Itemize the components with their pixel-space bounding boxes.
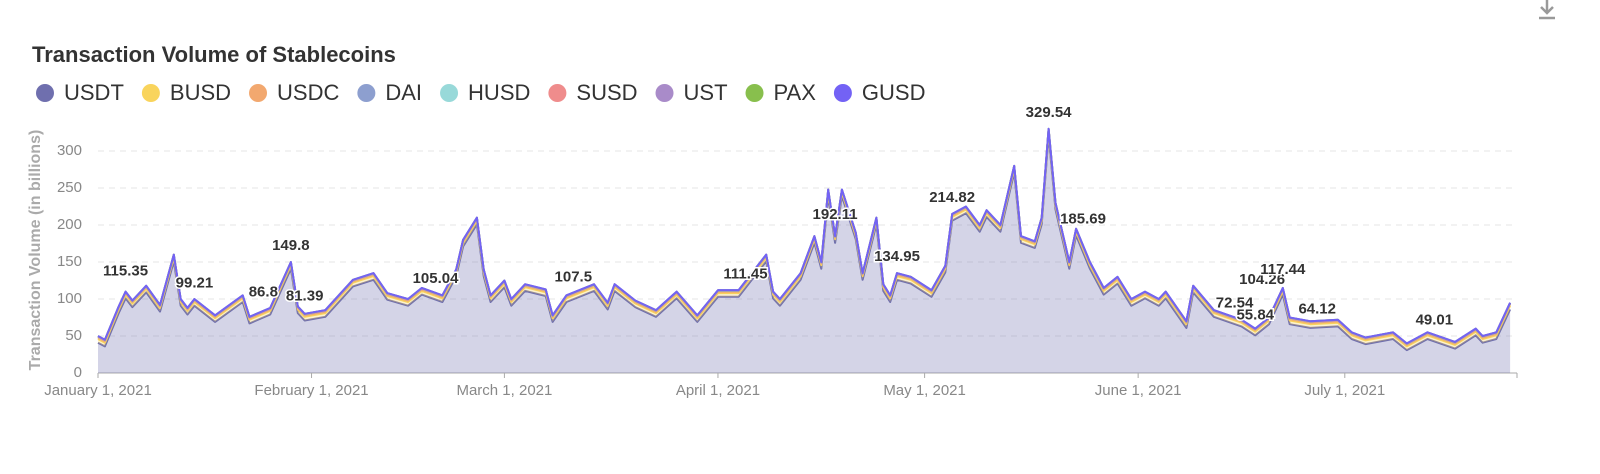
data-label: 111.45 — [723, 265, 767, 282]
y-tick-label: 200 — [57, 216, 82, 233]
area — [98, 135, 1511, 373]
legend-marker — [357, 84, 376, 102]
legend-marker — [249, 84, 268, 102]
legend-label: DAI — [385, 80, 422, 105]
y-tick-label: 0 — [74, 364, 82, 381]
legend-label: USDT — [64, 80, 124, 105]
legend-label: UST — [684, 80, 728, 105]
legend-marker — [548, 84, 567, 102]
data-label: 192.11 — [813, 206, 858, 223]
legend-marker — [440, 84, 459, 102]
data-label: 105.04 — [413, 270, 460, 287]
data-label: 185.69 — [1060, 211, 1106, 228]
data-label: 55.84 — [1236, 307, 1274, 324]
x-tick-label: May 1, 2021 — [883, 382, 966, 399]
data-label: 64.12 — [1298, 301, 1336, 318]
legend-label: SUSD — [576, 80, 637, 105]
x-tick-label: March 1, 2021 — [456, 382, 552, 399]
legend-label: GUSD — [862, 80, 926, 105]
data-label: 81.39 — [286, 288, 324, 305]
legend-marker — [833, 84, 852, 102]
legend-marker — [141, 84, 160, 102]
data-label: 104.26 — [1239, 271, 1285, 288]
download-arrow-head — [1540, 6, 1554, 15]
data-label: 134.95 — [874, 248, 920, 265]
y-tick-label: 250 — [57, 179, 82, 196]
download-icon[interactable] — [1539, 0, 1555, 20]
y-tick-label: 150 — [57, 253, 82, 270]
x-tick-label: January 1, 2021 — [44, 382, 152, 399]
legend-label: BUSD — [170, 80, 231, 105]
data-label: 86.8 — [249, 284, 278, 301]
data-label: 329.54 — [1026, 104, 1073, 121]
data-label: 72.54 — [1216, 294, 1254, 311]
data-label: 117.44 — [1260, 261, 1306, 278]
legend-marker — [36, 84, 54, 102]
data-label: 214.82 — [929, 189, 975, 206]
y-tick-label: 50 — [65, 327, 82, 344]
data-label: 115.35 — [103, 263, 148, 280]
data-label: 149.8 — [272, 237, 310, 254]
data-label: 107.5 — [555, 268, 593, 285]
chart-title: Transaction Volume of Stablecoins — [32, 42, 396, 67]
x-tick-label: February 1, 2021 — [254, 382, 368, 399]
data-label: 49.01 — [1416, 312, 1454, 329]
x-tick-label: July 1, 2021 — [1304, 382, 1385, 399]
x-tick-label: April 1, 2021 — [676, 382, 760, 399]
legend-marker — [655, 84, 674, 102]
legend-marker — [745, 84, 764, 102]
line — [97, 127, 1512, 345]
x-tick-label: June 1, 2021 — [1095, 382, 1182, 399]
legend-label: USDC — [277, 80, 339, 105]
data-label: 99.21 — [176, 275, 214, 292]
y-axis-label: Transaction Volume (in billions) — [27, 130, 44, 371]
y-tick-label: 100 — [57, 290, 82, 307]
legend-label: PAX — [774, 80, 817, 105]
legend-label: HUSD — [468, 80, 530, 105]
y-tick-label: 300 — [57, 142, 82, 159]
